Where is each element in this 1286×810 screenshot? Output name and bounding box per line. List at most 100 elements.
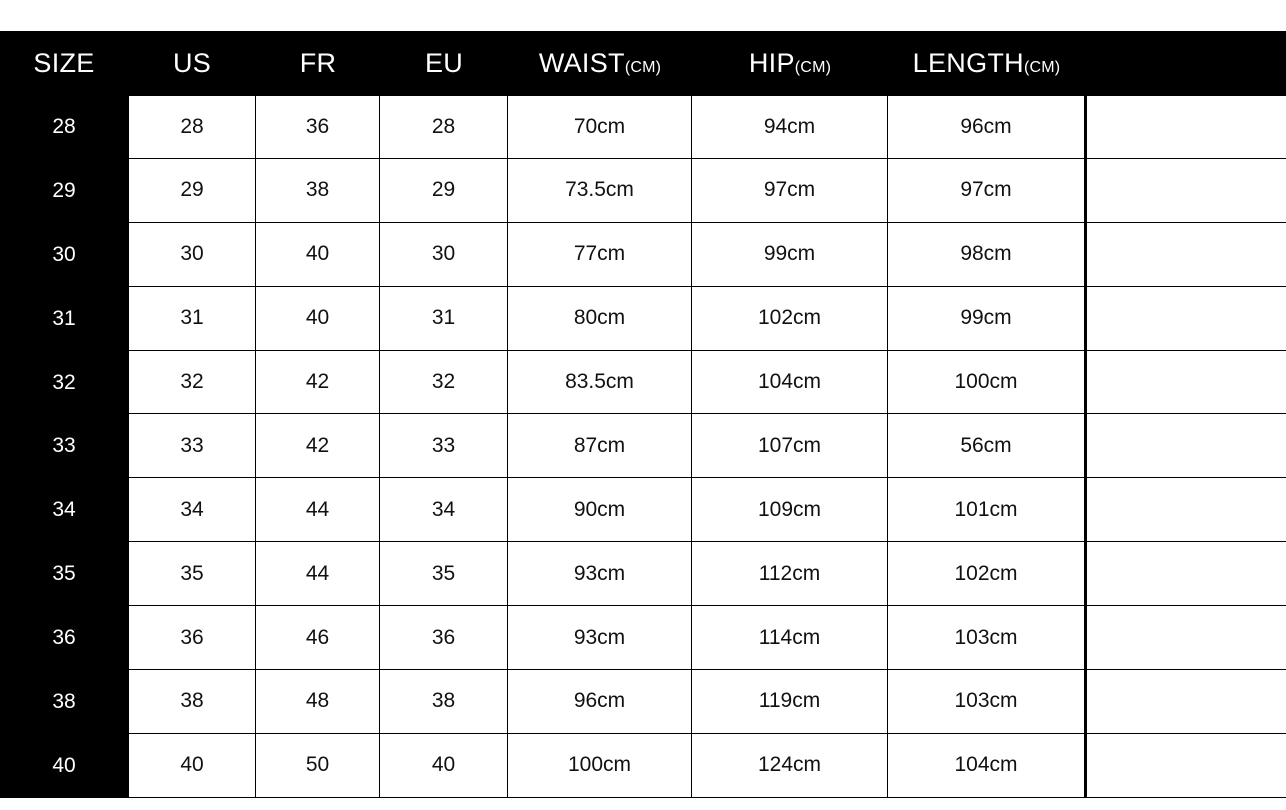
table-row: 30 30 40 30 77cm 99cm 98cm	[0, 222, 1286, 287]
column-header-size: SIZE	[0, 48, 128, 79]
cell-fr: 40	[256, 286, 380, 351]
cell-hip: 124cm	[692, 733, 888, 798]
cell-eu: 36	[380, 606, 508, 671]
column-header-unit: (CM)	[794, 58, 832, 76]
cell-waist: 77cm	[508, 222, 692, 287]
cell-hip: 102cm	[692, 286, 888, 351]
cell-hip: 114cm	[692, 606, 888, 671]
cell-us: 31	[128, 286, 256, 351]
column-header-label: HIP	[748, 47, 795, 78]
cell-size: 29	[0, 158, 128, 223]
cell-hip: 97cm	[692, 158, 888, 223]
cell-length: 102cm	[888, 542, 1085, 607]
column-header-unit: (CM)	[624, 58, 662, 76]
cell-fr: 42	[256, 350, 380, 415]
cell-us: 32	[128, 350, 256, 415]
cell-eu: 30	[380, 222, 508, 287]
cell-size: 38	[0, 670, 128, 734]
table-row: 40 40 50 40 100cm 124cm 104cm	[0, 733, 1286, 798]
cell-blank	[1085, 606, 1286, 671]
cell-eu: 40	[380, 733, 508, 798]
cell-length: 99cm	[888, 286, 1085, 351]
cell-eu: 35	[380, 542, 508, 607]
cell-size: 40	[0, 733, 128, 798]
cell-fr: 50	[256, 733, 380, 798]
cell-eu: 31	[380, 286, 508, 351]
cell-length: 101cm	[888, 478, 1085, 543]
cell-us: 29	[128, 158, 256, 223]
cell-blank	[1085, 478, 1286, 543]
table-row: 29 29 38 29 73.5cm 97cm 97cm	[0, 158, 1286, 223]
header-background-band	[0, 31, 1286, 95]
table-row: 36 36 46 36 93cm 114cm 103cm	[0, 606, 1286, 671]
column-header-waist: WAIST (CM)	[508, 48, 692, 79]
cell-size: 36	[0, 606, 128, 671]
cell-length: 98cm	[888, 222, 1085, 287]
cell-blank	[1085, 95, 1286, 159]
table-row: 31 31 40 31 80cm 102cm 99cm	[0, 286, 1286, 351]
cell-blank	[1085, 286, 1286, 351]
cell-length: 96cm	[888, 95, 1085, 159]
cell-size: 31	[0, 286, 128, 351]
cell-eu: 38	[380, 670, 508, 734]
cell-fr: 48	[256, 670, 380, 734]
table-row: 38 38 48 38 96cm 119cm 103cm	[0, 670, 1286, 734]
column-header-label: US	[172, 47, 212, 78]
cell-waist: 100cm	[508, 733, 692, 798]
table-row: 33 33 42 33 87cm 107cm 56cm	[0, 414, 1286, 479]
cell-waist: 93cm	[508, 542, 692, 607]
column-header-eu: EU	[380, 48, 508, 79]
cell-fr: 40	[256, 222, 380, 287]
cell-length: 56cm	[888, 414, 1085, 479]
cell-hip: 109cm	[692, 478, 888, 543]
cell-waist: 83.5cm	[508, 350, 692, 415]
cell-blank	[1085, 158, 1286, 223]
cell-eu: 32	[380, 350, 508, 415]
cell-length: 103cm	[888, 606, 1085, 671]
cell-waist: 93cm	[508, 606, 692, 671]
cell-blank	[1085, 414, 1286, 479]
cell-waist: 73.5cm	[508, 158, 692, 223]
cell-size: 35	[0, 542, 128, 607]
cell-hip: 112cm	[692, 542, 888, 607]
column-header-hip: HIP (CM)	[692, 48, 888, 79]
cell-fr: 44	[256, 478, 380, 543]
column-header-label: WAIST	[538, 47, 625, 78]
cell-length: 97cm	[888, 158, 1085, 223]
cell-eu: 33	[380, 414, 508, 479]
cell-us: 28	[128, 95, 256, 159]
column-header-length: LENGTH (CM)	[888, 48, 1085, 79]
cell-fr: 44	[256, 542, 380, 607]
cell-blank	[1085, 542, 1286, 607]
cell-waist: 70cm	[508, 95, 692, 159]
column-header-unit: (CM)	[1023, 58, 1061, 76]
cell-us: 36	[128, 606, 256, 671]
cell-hip: 104cm	[692, 350, 888, 415]
column-header-label: FR	[299, 47, 337, 78]
cell-blank	[1085, 733, 1286, 798]
cell-fr: 38	[256, 158, 380, 223]
cell-eu: 34	[380, 478, 508, 543]
table-header-row: SIZE US FR EU WAIST (CM) HIP (CM) LENGTH (CM)	[0, 31, 1286, 95]
cell-size: 34	[0, 478, 128, 543]
table-body: 28 28 36 28 70cm 94cm 96cm 29 29 38 29 73.5cm 97cm 97…	[0, 95, 1286, 798]
cell-blank	[1085, 222, 1286, 287]
cell-blank	[1085, 350, 1286, 415]
cell-fr: 46	[256, 606, 380, 671]
column-header-label: LENGTH	[912, 47, 1024, 78]
cell-length: 100cm	[888, 350, 1085, 415]
column-header-label: EU	[424, 47, 464, 78]
cell-size: 32	[0, 350, 128, 415]
cell-waist: 90cm	[508, 478, 692, 543]
cell-waist: 96cm	[508, 670, 692, 734]
cell-hip: 94cm	[692, 95, 888, 159]
table-row: 28 28 36 28 70cm 94cm 96cm	[0, 95, 1286, 159]
cell-hip: 107cm	[692, 414, 888, 479]
cell-length: 104cm	[888, 733, 1085, 798]
cell-hip: 99cm	[692, 222, 888, 287]
cell-size: 28	[0, 95, 128, 159]
cell-us: 34	[128, 478, 256, 543]
column-header-fr: FR	[256, 48, 380, 79]
cell-hip: 119cm	[692, 670, 888, 734]
